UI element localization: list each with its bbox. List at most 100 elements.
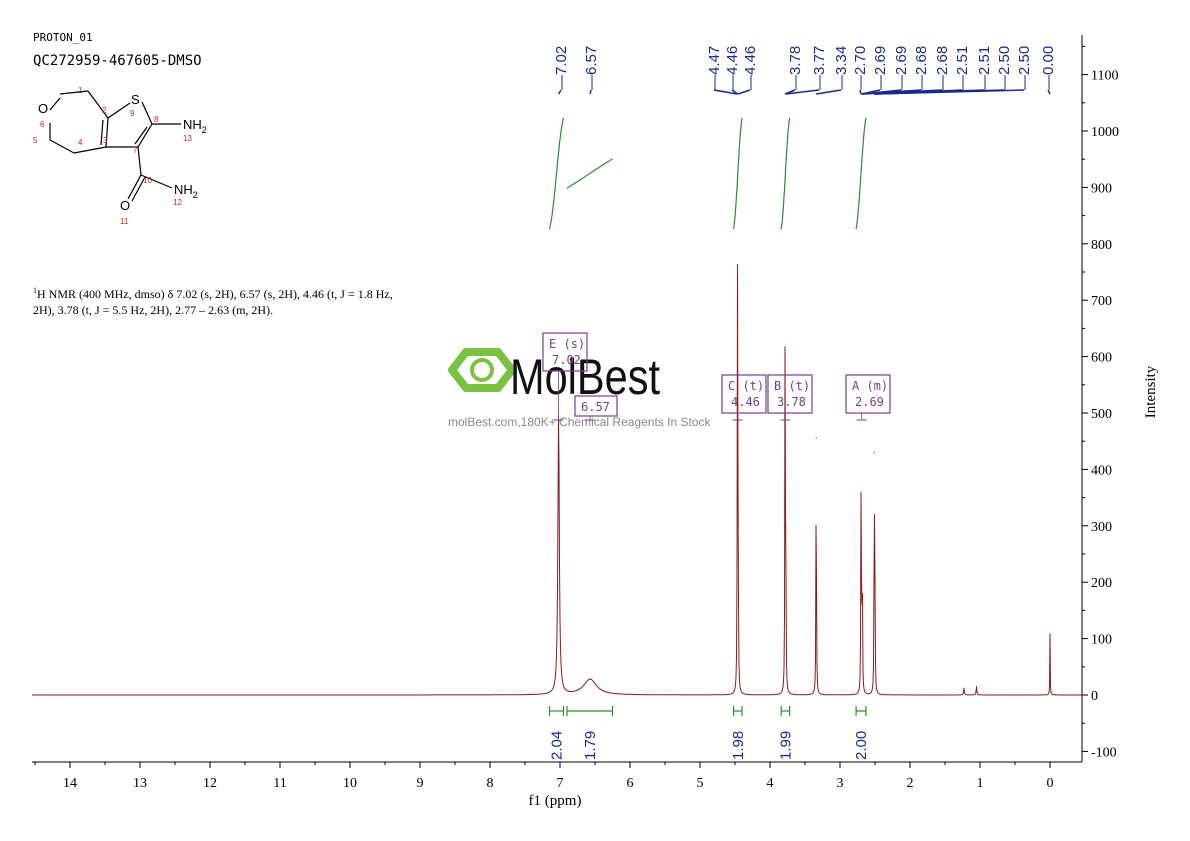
peak-point — [736, 277, 739, 279]
multiplet-shift: 2.69 — [855, 395, 884, 409]
multiplet-rect — [574, 395, 618, 417]
y-tick-label: -100 — [1091, 745, 1117, 760]
x-tick-label: 0 — [1047, 776, 1054, 791]
multiplet-shift: 6.57 — [581, 400, 610, 414]
x-tick-label: 11 — [273, 776, 286, 791]
peak-label: —4.47 — [706, 46, 738, 95]
peak-label-text: —3.34 — [833, 46, 850, 90]
carbon-3-number: 3 — [103, 136, 108, 145]
x-tick-label: 1 — [977, 776, 984, 791]
peak-label-text: —4.47 — [706, 46, 723, 90]
multiplet-rect — [767, 374, 813, 414]
peak-label-text: —4.46 — [724, 46, 741, 90]
integral-value: 2.00 — [853, 731, 870, 760]
y-tick-label: 800 — [1091, 238, 1112, 253]
integral-value: 1.79 — [582, 731, 599, 760]
integral-curve — [733, 117, 743, 230]
carbon-7-number: 7 — [133, 146, 138, 155]
x-tick-label: 6 — [627, 776, 634, 791]
peak-label-text: —2.70 — [852, 46, 869, 90]
multiplet-type: A (m) — [852, 379, 888, 393]
peak-point — [784, 356, 786, 358]
carbon-4-number: 4 — [78, 138, 83, 147]
integral-1.99: 1.99 — [777, 706, 794, 760]
peak-label-connector — [737, 89, 751, 95]
x-tick-label: 2 — [907, 776, 914, 791]
integral-curve — [780, 117, 791, 230]
integral-curves — [548, 117, 867, 230]
y-tick-label: 500 — [1091, 407, 1112, 422]
peak-label-connector — [1047, 89, 1051, 95]
peak-label: —3.77 — [785, 46, 828, 95]
multiplet-type: B (t) — [774, 379, 810, 393]
atom-S9: S — [131, 92, 140, 107]
x-tick-label: 12 — [203, 776, 217, 791]
multiplet-box-E: E (s) 7.02 — [542, 332, 588, 421]
peak-label-connector — [731, 89, 739, 95]
x-axis-label: f1 (ppm) — [529, 793, 582, 809]
carbon-2-number: 2 — [102, 106, 107, 115]
peak-point — [785, 525, 787, 527]
spectrum-series — [32, 263, 1082, 696]
multiplet-box-C: C (t) 4.46 — [721, 374, 767, 421]
peak-label-text: —2.69 — [893, 46, 910, 90]
peak-label: —0.00 — [1040, 46, 1057, 95]
nmr-description-line1: 1H NMR (400 MHz, dmso) δ 7.02 (s, 2H), 6… — [33, 286, 393, 301]
peak-label-text: —2.50 — [1016, 46, 1033, 90]
chart-axes: 14 13 12 11 10 9 8 7 6 5 4 3 2 1 0-1000100200300400500… — [32, 35, 1119, 791]
y-tick-label: 100 — [1091, 633, 1112, 648]
multiplet-rect — [721, 374, 767, 414]
carbon-10-number: 10 — [143, 176, 152, 185]
peak-label-text: —2.68 — [934, 46, 951, 90]
peak-label-text: —6.57 — [583, 46, 600, 90]
y-tick-label: 0 — [1091, 689, 1098, 704]
peak-label-text: —2.51 — [954, 46, 971, 90]
molbest-logo-ring — [470, 358, 494, 382]
peak-label-connector — [557, 89, 562, 95]
peak-label: —4.46 — [737, 46, 759, 95]
multiplet-type: E (s) — [549, 337, 585, 351]
peak-label-connector — [859, 89, 862, 95]
peak-point — [1049, 633, 1051, 635]
carbon-1-number: 1 — [78, 86, 83, 95]
peak-label-connector — [785, 89, 820, 95]
x-tick-label: 14 — [63, 776, 77, 791]
peak-label-text: —2.50 — [996, 46, 1013, 90]
y-tick-label: 300 — [1091, 520, 1112, 535]
peak-point — [861, 598, 864, 600]
peak-label-connector — [713, 89, 738, 95]
multiplet-box-A: A (m) 2.69 — [845, 374, 891, 421]
peak-point — [975, 685, 978, 688]
y-tick-label: 1000 — [1091, 125, 1119, 140]
atom-N12-number: 12 — [173, 198, 182, 207]
atom-O6: O — [38, 101, 48, 116]
multiplet-rect — [845, 374, 891, 414]
integral-value: 2.04 — [549, 731, 566, 760]
y-tick-label: 200 — [1091, 576, 1112, 591]
x-tick-label: 10 — [343, 776, 357, 791]
integral-curve — [855, 117, 867, 230]
experiment-name: PROTON_01 — [33, 31, 93, 44]
atom-O11: O — [120, 198, 130, 213]
peak-point — [589, 678, 591, 680]
atom-N13-number: 13 — [183, 134, 192, 143]
peak-label-text: —7.02 — [553, 46, 570, 90]
multiplet-shift: 7.02 — [552, 353, 581, 367]
y-tick-label: 900 — [1091, 181, 1112, 196]
x-tick-label: 4 — [767, 776, 774, 791]
peak-point — [737, 525, 739, 527]
multiplet-shift: 4.46 — [731, 395, 760, 409]
peak-label-text: —0.00 — [1040, 46, 1057, 90]
atom-NH2-13: NH2 — [183, 117, 207, 135]
peak-label-text: —2.69 — [872, 46, 889, 90]
peak-point — [874, 609, 876, 612]
integral-value: 1.98 — [730, 731, 747, 760]
integral-2.00: 2.00 — [853, 706, 870, 760]
atom-NH2-12: NH2 — [174, 182, 198, 200]
spectrum-line — [32, 263, 1082, 696]
multiplet-box-D: 6.57 — [574, 395, 618, 421]
peak-labels: —7.02 —6.57 —4.47 —4.46 —4.46 —3.78 —3.77 —3.34… — [553, 46, 1057, 95]
integral-2.04: 2.04 — [549, 706, 566, 760]
integral-1.98: 1.98 — [730, 706, 747, 760]
